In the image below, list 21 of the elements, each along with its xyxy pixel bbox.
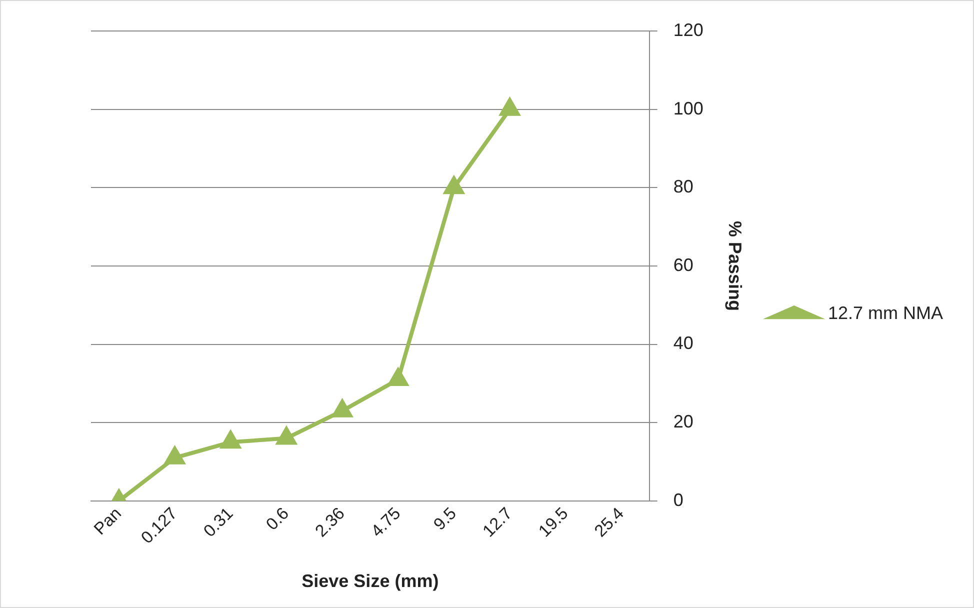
x-tick-label: 9.5 bbox=[430, 504, 460, 534]
y-tick-label: 40 bbox=[673, 333, 694, 354]
y-tick-label: 80 bbox=[673, 176, 694, 197]
point bbox=[276, 427, 296, 445]
point bbox=[220, 431, 240, 449]
y-tick-label: 20 bbox=[673, 412, 694, 432]
x-axis-title: Sieve Size (mm) bbox=[302, 571, 439, 592]
point bbox=[500, 98, 520, 116]
point bbox=[164, 446, 185, 464]
x-tick-label: 0.6 bbox=[262, 504, 293, 534]
x-tick-label: Pan bbox=[90, 504, 126, 539]
x-tick-label: 0.31 bbox=[200, 504, 237, 541]
legend-label: 12.7 mm NMA bbox=[828, 302, 944, 323]
point bbox=[388, 368, 408, 386]
y-tick-label: 0 bbox=[673, 490, 684, 510]
point bbox=[332, 400, 352, 418]
point bbox=[444, 176, 464, 194]
y-tick-label: 120 bbox=[673, 20, 704, 40]
y-tick-label: 60 bbox=[673, 254, 694, 275]
y-axis-title: % Passing bbox=[725, 220, 746, 311]
y-tick-label: 100 bbox=[673, 98, 704, 118]
